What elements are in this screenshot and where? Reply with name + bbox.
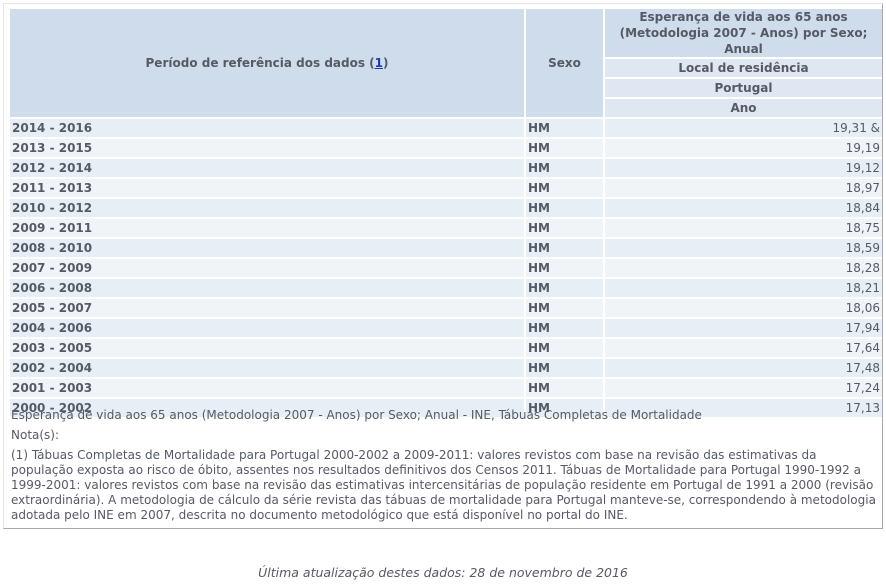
value-cell: 19,19 bbox=[605, 139, 882, 157]
table-row: 2009 - 2011 HM 18,75 bbox=[10, 219, 882, 237]
column-header-period: Período de referência dos dados (1) bbox=[10, 9, 524, 117]
period-header-label: Período de referência dos dados ( bbox=[145, 56, 375, 70]
value-cell: 17,94 bbox=[605, 319, 882, 337]
sexo-cell: HM bbox=[526, 199, 603, 217]
table-row: 2000 - 2002 HM 17,13 bbox=[10, 399, 882, 417]
value-cell: 17,64 bbox=[605, 339, 882, 357]
sexo-cell: HM bbox=[526, 239, 603, 257]
sexo-cell: HM bbox=[526, 399, 603, 417]
sexo-cell: HM bbox=[526, 179, 603, 197]
table-row: 2011 - 2013 HM 18,97 bbox=[10, 179, 882, 197]
table-row: 2003 - 2005 HM 17,64 bbox=[10, 339, 882, 357]
table-row: 2005 - 2007 HM 18,06 bbox=[10, 299, 882, 317]
table-row: 2014 - 2016 HM 19,31 & bbox=[10, 119, 882, 137]
sexo-cell: HM bbox=[526, 119, 603, 137]
period-cell: 2009 - 2011 bbox=[10, 219, 524, 237]
notes-title: Nota(s): bbox=[11, 428, 60, 442]
table-row: 2010 - 2012 HM 18,84 bbox=[10, 199, 882, 217]
value-cell: 19,12 bbox=[605, 159, 882, 177]
sexo-cell: HM bbox=[526, 259, 603, 277]
table-row: 2008 - 2010 HM 18,59 bbox=[10, 239, 882, 257]
period-cell: 2000 - 2002 bbox=[10, 399, 524, 417]
table-row: 2006 - 2008 HM 18,21 bbox=[10, 279, 882, 297]
value-cell: 17,48 bbox=[605, 359, 882, 377]
sexo-cell: HM bbox=[526, 279, 603, 297]
period-cell: 2008 - 2010 bbox=[10, 239, 524, 257]
period-cell: 2003 - 2005 bbox=[10, 339, 524, 357]
period-cell: 2005 - 2007 bbox=[10, 299, 524, 317]
source-text: Esperança de vida aos 65 anos (Metodolog… bbox=[11, 408, 702, 422]
data-table-panel: Período de referência dos dados (1) Sexo… bbox=[3, 3, 883, 529]
value-cell: 17,24 bbox=[605, 379, 882, 397]
period-cell: 2011 - 2013 bbox=[10, 179, 524, 197]
period-header-close: ) bbox=[383, 56, 389, 70]
value-cell: 18,59 bbox=[605, 239, 882, 257]
note-reference-link[interactable]: 1 bbox=[374, 56, 383, 70]
header-portugal: Portugal bbox=[605, 79, 882, 97]
period-cell: 2004 - 2006 bbox=[10, 319, 524, 337]
period-cell: 2014 - 2016 bbox=[10, 119, 524, 137]
sexo-cell: HM bbox=[526, 319, 603, 337]
sexo-cell: HM bbox=[526, 359, 603, 377]
period-cell: 2002 - 2004 bbox=[10, 359, 524, 377]
last-updated-text: Última atualização destes dados: 28 de n… bbox=[258, 565, 628, 580]
header-local-residencia: Local de residência bbox=[605, 59, 882, 77]
column-header-sexo: Sexo bbox=[526, 9, 603, 117]
value-cell: 18,28 bbox=[605, 259, 882, 277]
sexo-cell: HM bbox=[526, 379, 603, 397]
indicator-title-line2: (Metodologia 2007 - Anos) por Sexo; Anua… bbox=[619, 26, 868, 56]
sexo-cell: HM bbox=[526, 139, 603, 157]
data-table: Período de referência dos dados (1) Sexo… bbox=[8, 7, 884, 419]
period-cell: 2006 - 2008 bbox=[10, 279, 524, 297]
column-header-indicator: Esperança de vida aos 65 anos (Metodolog… bbox=[605, 9, 882, 57]
table-row: 2007 - 2009 HM 18,28 bbox=[10, 259, 882, 277]
notes-text: (1) Tábuas Completas de Mortalidade para… bbox=[11, 448, 876, 522]
table-row: 2002 - 2004 HM 17,48 bbox=[10, 359, 882, 377]
header-ano: Ano bbox=[605, 99, 882, 117]
table-row: 2012 - 2014 HM 19,12 bbox=[10, 159, 882, 177]
table-row: 2001 - 2003 HM 17,24 bbox=[10, 379, 882, 397]
sexo-cell: HM bbox=[526, 219, 603, 237]
table-row: 2004 - 2006 HM 17,94 bbox=[10, 319, 882, 337]
sexo-cell: HM bbox=[526, 159, 603, 177]
period-cell: 2013 - 2015 bbox=[10, 139, 524, 157]
sexo-cell: HM bbox=[526, 339, 603, 357]
indicator-title-line1: Esperança de vida aos 65 anos bbox=[639, 10, 848, 24]
value-cell: 18,75 bbox=[605, 219, 882, 237]
period-cell: 2012 - 2014 bbox=[10, 159, 524, 177]
value-cell: 18,97 bbox=[605, 179, 882, 197]
value-cell: 18,06 bbox=[605, 299, 882, 317]
value-cell: 17,13 bbox=[605, 399, 882, 417]
value-cell: 18,21 bbox=[605, 279, 882, 297]
period-cell: 2010 - 2012 bbox=[10, 199, 524, 217]
period-cell: 2001 - 2003 bbox=[10, 379, 524, 397]
value-cell: 19,31 & bbox=[605, 119, 882, 137]
value-cell: 18,84 bbox=[605, 199, 882, 217]
period-cell: 2007 - 2009 bbox=[10, 259, 524, 277]
table-row: 2013 - 2015 HM 19,19 bbox=[10, 139, 882, 157]
sexo-cell: HM bbox=[526, 299, 603, 317]
